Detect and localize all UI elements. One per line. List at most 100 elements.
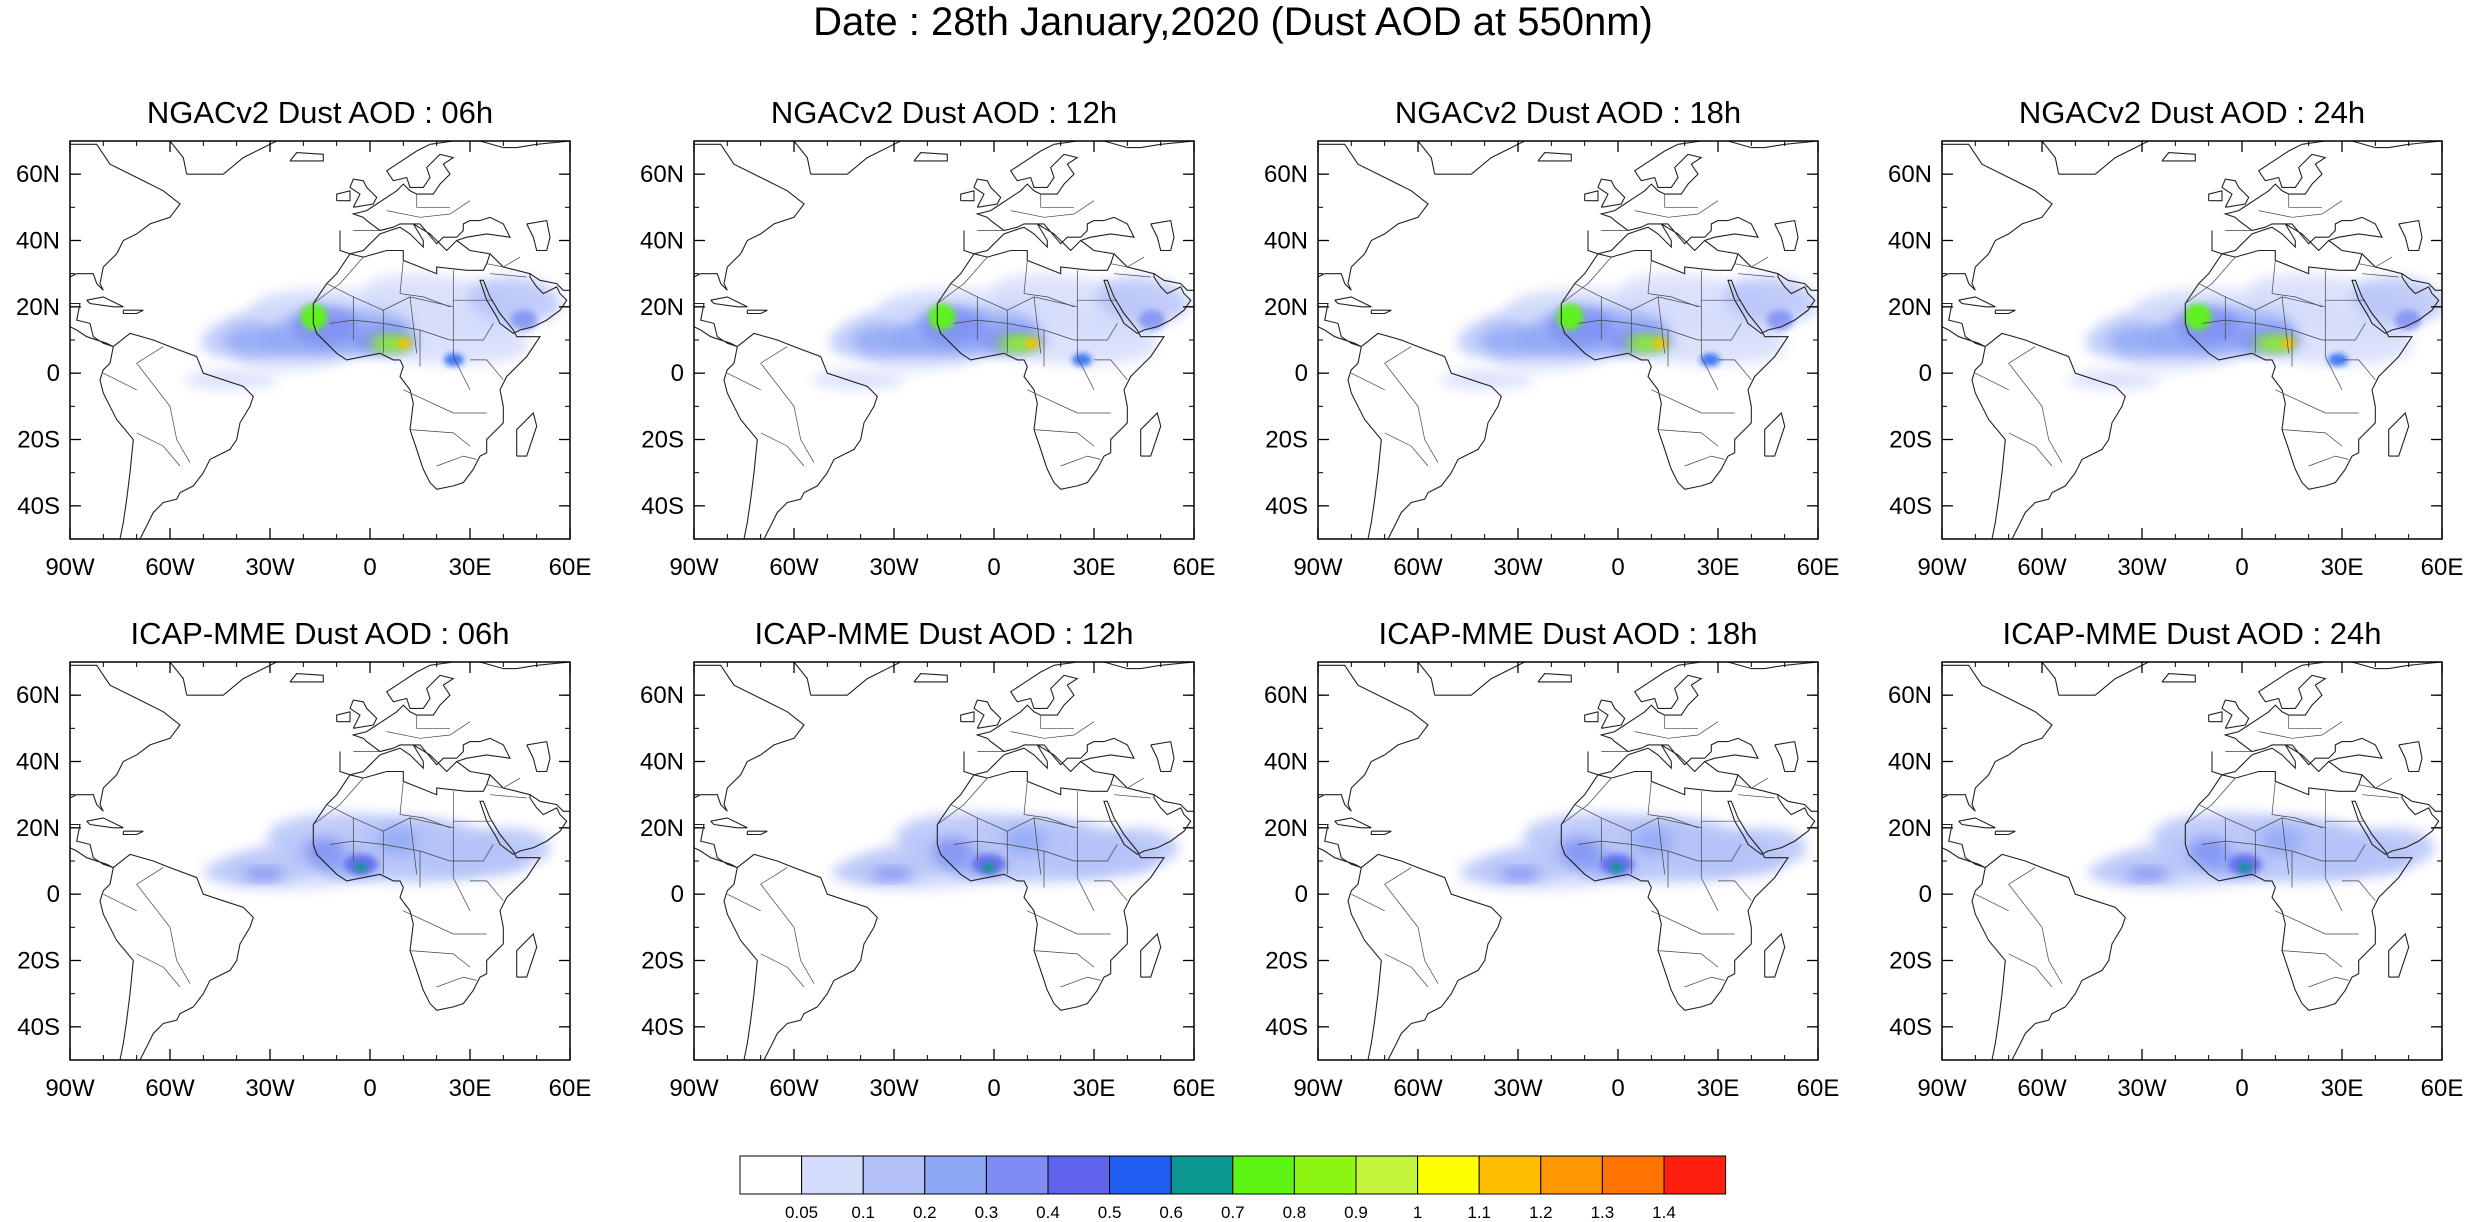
panel-title: ICAP-MME Dust AOD : 06h (131, 616, 510, 651)
country-border (1734, 777, 1769, 789)
dust-plume (1095, 276, 1189, 324)
country-border (1384, 432, 1429, 467)
coastline (1958, 817, 1996, 829)
coastline (1774, 740, 1799, 773)
country-border (403, 389, 487, 414)
lon-tick-label: 60W (2017, 1075, 2067, 1102)
country-border (2361, 794, 2399, 799)
lon-tick-label: 60W (1393, 554, 1443, 581)
coastline (1560, 761, 1816, 1011)
country-border (1076, 270, 1095, 390)
dust-plume (2281, 338, 2295, 349)
coastline (913, 152, 948, 162)
coastline (793, 662, 901, 696)
panel-title: NGACv2 Dust AOD : 24h (2019, 95, 2365, 130)
country-border (1023, 781, 1075, 829)
coastline (710, 817, 748, 829)
dust-plume (1005, 827, 1046, 855)
lat-tick-label: 20N (16, 815, 60, 842)
country-border (1634, 200, 1719, 218)
country-border (1060, 455, 1101, 467)
coastline (1150, 219, 1175, 252)
coastline (2401, 794, 2442, 812)
coastline (1140, 411, 1162, 457)
dust-plume (1500, 867, 1540, 881)
country-border (136, 346, 191, 463)
coastline (122, 309, 144, 315)
country-border (2185, 256, 2236, 304)
colorbar-label: 1.3 (1591, 1203, 1615, 1222)
lat-tick-label: 40S (17, 493, 60, 520)
coastline (289, 152, 324, 162)
coastline (1994, 309, 2016, 315)
lon-tick-label: 30E (449, 1075, 492, 1102)
lon-tick-label: 30E (1697, 554, 1740, 581)
lon-tick-label: 90W (1917, 554, 1967, 581)
country-border (1010, 200, 1095, 218)
dust-plume (1653, 338, 1667, 349)
country-border (1351, 372, 1385, 391)
lat-tick-label: 20S (17, 948, 60, 975)
colorbar-label: 0.8 (1283, 1203, 1307, 1222)
lon-tick-label: 0 (363, 1075, 376, 1102)
colorbar-label: 0.1 (851, 1203, 875, 1222)
dust-plume (224, 326, 291, 354)
country-border (2008, 432, 2053, 467)
lat-tick-label: 40S (1265, 493, 1308, 520)
country-border (1657, 817, 1666, 875)
lat-tick-label: 20N (640, 294, 684, 321)
lon-tick-label: 30W (869, 1075, 919, 1102)
coastline (1942, 143, 2053, 291)
lon-tick-label: 90W (1293, 1075, 1343, 1102)
dust-plume (377, 827, 418, 855)
coastline (793, 141, 901, 175)
country-border (1651, 910, 1735, 935)
dust-plume (444, 353, 464, 367)
dust-plume (304, 837, 344, 865)
lat-tick-label: 40N (1888, 228, 1932, 255)
country-border (1657, 296, 1666, 354)
country-border (2281, 429, 2343, 447)
lat-tick-label: 0 (1919, 360, 1932, 387)
map-panel-ngacv2-18h: NGACv2 Dust AOD : 18h 90W 60W 30W 0 30E 60E 60N… (1264, 95, 1839, 581)
country-border (2342, 880, 2376, 902)
country-border (136, 432, 181, 467)
lat-tick-label: 60N (640, 161, 684, 188)
lon-tick-label: 60W (1393, 1075, 1443, 1102)
lat-tick-label: 60N (640, 682, 684, 709)
coastline (1597, 178, 1626, 208)
country-border (2271, 260, 2323, 308)
page-title: Date : 28th January,2020 (Dust AOD at 55… (813, 0, 1653, 44)
country-border (1074, 844, 1118, 862)
colorbar-label: 1.4 (1652, 1203, 1676, 1222)
colorbar-label: 0.3 (975, 1203, 999, 1222)
lon-tick-label: 60W (2017, 554, 2067, 581)
lon-tick-label: 60W (769, 554, 819, 581)
lat-tick-label: 40N (1264, 228, 1308, 255)
coastline (1153, 794, 1194, 812)
dust-plume (1138, 310, 1166, 331)
colorbar-label: 0.4 (1036, 1203, 1060, 1222)
country-border (2281, 296, 2290, 354)
colorbar-swatch (1232, 1155, 1295, 1195)
dust-plume (1480, 326, 1547, 354)
coastline (1958, 296, 1996, 308)
dust-plume (2184, 303, 2212, 331)
lat-tick-label: 60N (16, 161, 60, 188)
country-border (1113, 273, 1151, 278)
lon-tick-label: 0 (987, 1075, 1000, 1102)
coastline (2184, 240, 2440, 490)
country-border (1094, 880, 1128, 902)
lat-tick-label: 40S (1265, 1014, 1308, 1041)
country-border (1657, 429, 1719, 447)
country-border (409, 950, 471, 968)
country-border (1698, 323, 1742, 341)
colorbar-swatch (739, 1155, 803, 1195)
lon-tick-label: 60W (145, 1075, 195, 1102)
lon-tick-label: 60E (1797, 554, 1840, 581)
country-border (2308, 976, 2349, 988)
coastline (349, 699, 378, 729)
lon-tick-label: 30W (2117, 554, 2167, 581)
country-border (386, 721, 471, 739)
colorbar-swatch (1170, 1155, 1234, 1195)
